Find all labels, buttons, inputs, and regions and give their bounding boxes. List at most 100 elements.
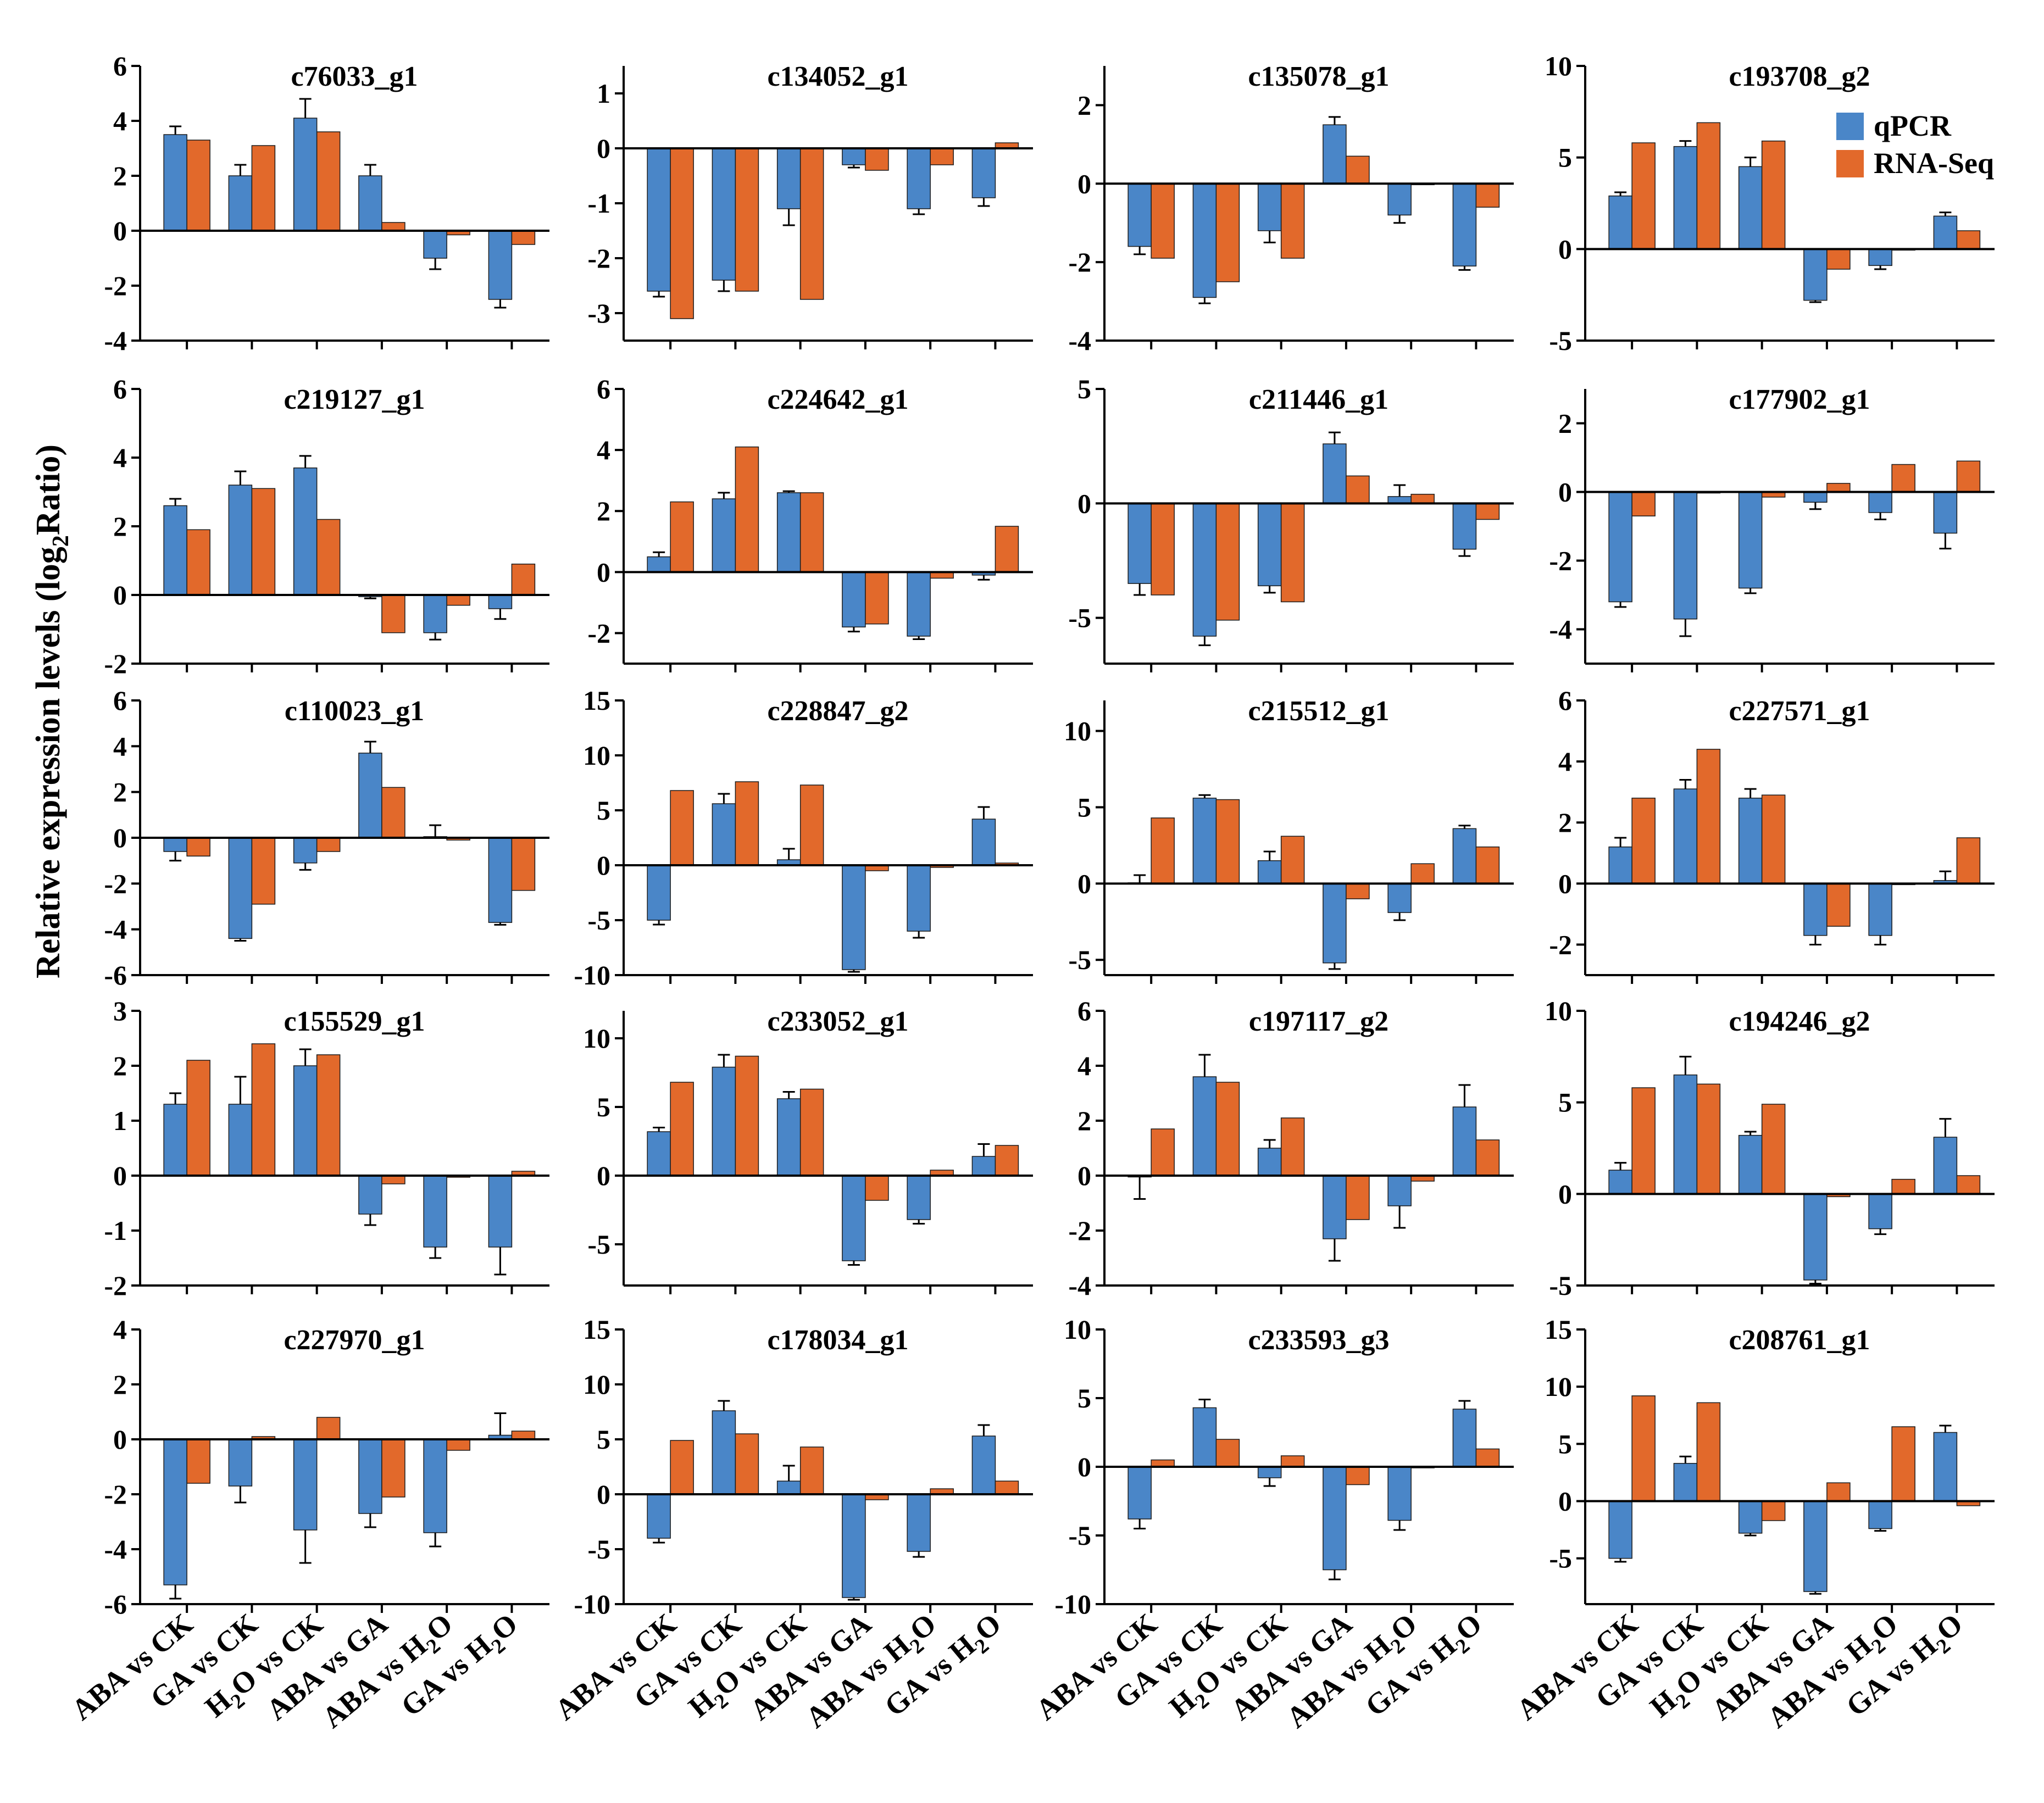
y-tick-label: 1	[597, 78, 610, 109]
y-tick-label: -5	[1549, 325, 1572, 356]
y-tick-label: -6	[104, 960, 127, 990]
bar-rnaseq	[1346, 475, 1370, 504]
bar-rnaseq	[316, 1054, 341, 1176]
y-tick-label: -4	[1549, 614, 1572, 645]
y-tick-label: 2	[113, 160, 127, 191]
bar-qpcr	[1738, 798, 1763, 884]
bar-rnaseq	[799, 784, 824, 866]
bar-rnaseq	[1761, 1104, 1786, 1195]
bar-qpcr	[907, 865, 931, 932]
bar-qpcr	[293, 1065, 318, 1176]
bar-qpcr	[423, 1439, 447, 1533]
bar-qpcr	[1673, 491, 1698, 620]
bar-qpcr	[1803, 248, 1828, 301]
panel-title: c233593_g3	[1248, 1325, 1389, 1356]
panel-c219127-g1: 6 4 2 0 -2 c219127_g1	[104, 374, 549, 679]
bar-rnaseq	[251, 488, 276, 596]
y-tick-label: 6	[597, 374, 610, 404]
bar-qpcr	[358, 753, 382, 838]
bar-qpcr	[1387, 1466, 1412, 1521]
y-tick-label: 0	[597, 557, 610, 587]
panel-grid: 6420-2-4c76033_g110-1-2-3c134052_g120-2-…	[65, 51, 1995, 1734]
y-tick-label: -1	[104, 1215, 127, 1246]
bar-rnaseq	[670, 790, 694, 866]
panel-title: c227970_g1	[284, 1325, 425, 1356]
legend: qPCR RNA-Seq	[1836, 109, 1994, 180]
bar-qpcr	[1323, 883, 1347, 964]
panel-c224642-g1: 6 4 2 0 -2 c224642_g1	[587, 374, 1033, 672]
bar-rnaseq	[1891, 1426, 1915, 1502]
bar-qpcr	[1192, 1076, 1217, 1176]
bar-qpcr	[1933, 215, 1958, 250]
bar-rnaseq	[670, 1082, 694, 1176]
bar-rnaseq	[735, 446, 759, 573]
y-tick-label: 10	[1545, 1371, 1572, 1402]
bar-rnaseq	[1410, 493, 1435, 504]
bar-rnaseq	[1891, 464, 1915, 493]
bar-rnaseq	[511, 230, 536, 245]
panel-title: c177902_g1	[1729, 384, 1870, 415]
bar-qpcr	[1257, 503, 1282, 587]
bar-rnaseq	[670, 148, 694, 319]
bar-qpcr	[1608, 195, 1632, 250]
bar-rnaseq	[995, 526, 1019, 573]
panel-title: c228847_g2	[767, 695, 908, 727]
bar-rnaseq	[316, 131, 341, 231]
panel-title: c155529_g1	[284, 1006, 425, 1037]
bar-rnaseq	[1475, 1448, 1500, 1467]
y-tick-label: 0	[597, 850, 610, 881]
panel-title: c219127_g1	[284, 384, 425, 415]
y-tick-label: 2	[113, 1369, 127, 1400]
bar-qpcr	[1452, 1409, 1477, 1467]
y-tick-label: -2	[1549, 929, 1572, 960]
bar-qpcr	[1452, 828, 1477, 884]
bar-rnaseq	[251, 1043, 276, 1176]
y-tick-label: -2	[104, 270, 127, 301]
bar-qpcr	[1868, 1500, 1892, 1529]
bar-rnaseq	[1761, 1500, 1786, 1521]
y-tick-label: -10	[574, 960, 610, 990]
y-tick-label: 4	[597, 435, 610, 465]
bar-rnaseq	[1215, 183, 1240, 282]
bar-qpcr	[1257, 183, 1282, 231]
bar-qpcr	[293, 837, 318, 864]
bar-rnaseq	[1826, 1482, 1851, 1502]
bar-rnaseq	[1346, 1175, 1370, 1220]
bar-qpcr	[1738, 166, 1763, 250]
y-tick-label: -6	[104, 1589, 127, 1620]
bar-rnaseq	[511, 1431, 536, 1440]
y-tick-label: 5	[1558, 142, 1572, 173]
y-tick-label: -10	[1054, 1589, 1091, 1620]
bar-qpcr	[358, 1175, 382, 1215]
y-tick-label: -5	[1549, 1270, 1572, 1301]
y-tick-label: 4	[1558, 746, 1572, 777]
bar-qpcr	[1738, 1500, 1763, 1534]
bar-qpcr	[1803, 491, 1828, 503]
y-tick-label: 2	[113, 777, 127, 808]
bar-rnaseq	[735, 148, 759, 292]
bar-rnaseq	[799, 492, 824, 573]
bar-rnaseq	[186, 140, 210, 231]
bar-qpcr	[358, 175, 382, 231]
bar-rnaseq	[799, 148, 824, 300]
bar-rnaseq	[930, 148, 954, 165]
bar-rnaseq	[1280, 1455, 1305, 1467]
bar-rnaseq	[251, 837, 276, 905]
bar-rnaseq	[381, 787, 406, 838]
y-axis-label: Relative expression levels (log2Ratio)	[30, 444, 74, 978]
bar-qpcr	[1868, 1193, 1892, 1229]
y-tick-label: 0	[113, 822, 127, 853]
bar-rnaseq	[1631, 798, 1656, 884]
bar-qpcr	[776, 1481, 801, 1495]
bar-rnaseq	[1891, 1178, 1915, 1195]
bar-qpcr	[1738, 491, 1763, 589]
bar-qpcr	[1738, 1134, 1763, 1195]
bar-qpcr	[907, 1175, 931, 1220]
y-tick-label: -2	[104, 868, 127, 899]
y-tick-label: 6	[1077, 995, 1091, 1026]
bar-qpcr	[971, 148, 996, 198]
bar-rnaseq	[1475, 183, 1500, 208]
y-tick-label: 0	[1077, 1451, 1091, 1482]
bar-rnaseq	[1956, 460, 1981, 493]
